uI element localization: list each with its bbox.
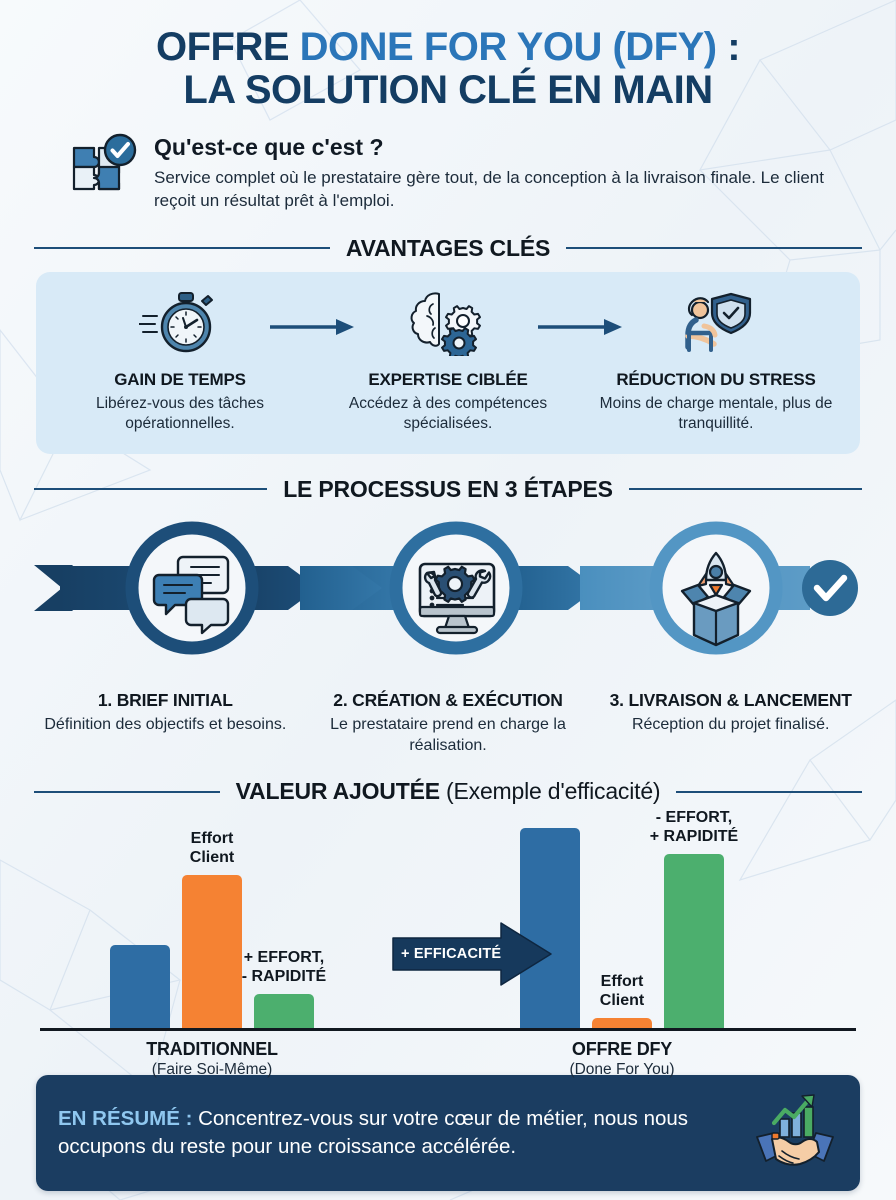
chart-bar-label: - EFFORT, + RAPIDITÉ [649, 808, 739, 845]
advantage-name: GAIN DE TEMPS [114, 369, 246, 389]
relaxed-person-shield-icon [685, 292, 752, 352]
chart-bar [664, 854, 724, 1032]
divider-left [34, 247, 330, 250]
what-is-it-body: Service complet où le prestataire gère t… [154, 168, 824, 210]
efficacite-arrow-label: + EFFICACITÉ [401, 946, 502, 963]
value-title-light: (Exemple d'efficacité) [439, 778, 661, 805]
advantages-title: AVANTAGES CLÉS [345, 234, 551, 261]
process-diagram [0, 513, 896, 698]
advantage-name: RÉDUCTION DU STRESS [616, 369, 816, 389]
advantages-section-header: AVANTAGES CLÉS [0, 235, 896, 262]
chart-bar [254, 994, 314, 1032]
value-title: VALEUR AJOUTÉE (Exemple d'efficacité) [236, 778, 661, 805]
title-part-offre: OFFRE [155, 25, 300, 69]
process-step-3: 3. LIVRAISON & LANCEMENT Réception du pr… [589, 690, 872, 757]
advantage-desc: Moins de charge mentale, plus de tranqui… [599, 394, 833, 432]
title-line-2: LA SOLUTION CLÉ EN MAIN [183, 68, 713, 113]
divider-left [34, 488, 268, 491]
process-step-labels: 1. BRIEF INITIAL Définition des objectif… [0, 690, 896, 757]
title-part-dfy: DONE FOR YOU (DFY) [299, 25, 717, 69]
value-bar-chart: Effort Client + EFFORT, - RAPIDITÉ TRADITION… [18, 809, 878, 1078]
divider-right [676, 790, 862, 793]
process-step-2: 2. CRÉATION & EXÉCUTION Le prestataire p… [307, 690, 590, 757]
title-part-colon: : [716, 25, 741, 69]
handshake-growth-icon [756, 1094, 834, 1167]
advantage-card-gain-de-temps: GAIN DE TEMPS Libérez-vous des tâches op… [46, 290, 314, 434]
value-section-header: VALEUR AJOUTÉE (Exemple d'efficacité) [0, 778, 896, 805]
divider-right [566, 247, 862, 250]
what-is-it-block: Qu'est-ce que c'est ? Service complet où… [0, 116, 896, 212]
chart-bar [110, 945, 170, 1032]
chart-group-label: TRADITIONNEL (Faire Soi-Même) [146, 1039, 278, 1079]
divider-left [34, 790, 220, 793]
chart-bar-label: + EFFORT, - RAPIDITÉ [241, 948, 327, 985]
process-section-header: LE PROCESSUS EN 3 ÉTAPES [0, 476, 896, 503]
what-is-it-heading: Qu'est-ce que c'est ? [154, 134, 384, 161]
chart-axis-line [40, 1028, 856, 1032]
process-title: LE PROCESSUS EN 3 ÉTAPES [283, 475, 613, 502]
efficacite-arrow: + EFFICACITÉ [391, 921, 553, 987]
advantage-desc: Libérez-vous des tâches opérationnelles. [95, 394, 264, 432]
arrow-right-icon [538, 318, 622, 335]
advantage-card-expertise-ciblee: EXPERTISE CIBLÉE Accédez à des compétenc… [314, 290, 582, 434]
advantage-name: EXPERTISE CIBLÉE [368, 369, 528, 389]
process-step-desc: Définition des objectifs et besoins. [44, 715, 287, 733]
process-step-desc: Le prestataire prend en charge la réalis… [330, 715, 566, 754]
process-step-1: 1. BRIEF INITIAL Définition des objectif… [24, 690, 307, 757]
value-title-bold: VALEUR AJOUTÉE [235, 778, 440, 805]
chart-bar-label: Effort Client [599, 972, 645, 1009]
advantage-card-reduction-du-stress: RÉDUCTION DU STRESS Moins de charge ment… [582, 290, 850, 434]
summary-icon-wrap [752, 1093, 838, 1173]
process-flow [34, 521, 858, 655]
divider-right [628, 488, 863, 491]
check-circle-icon [802, 559, 858, 616]
summary-text: EN RÉSUMÉ : Concentrez-vous sur votre cœ… [58, 1105, 740, 1162]
arrow-right-icon [270, 318, 354, 335]
summary-keyword: EN RÉSUMÉ : [58, 1107, 193, 1131]
chart-bar-label: Effort Client [189, 829, 235, 866]
advantage-desc: Accédez à des compétences spécialisées. [348, 394, 548, 432]
brain-gears-icon [410, 292, 481, 356]
puzzle-check-icon [72, 134, 137, 191]
advantages-panel: GAIN DE TEMPS Libérez-vous des tâches op… [36, 271, 860, 454]
chart-group-label: OFFRE DFY (Done For You) [569, 1039, 675, 1079]
stopwatch-icon [139, 291, 213, 352]
summary-banner: EN RÉSUMÉ : Concentrez-vous sur votre cœ… [36, 1075, 860, 1192]
page-title: OFFRE DONE FOR YOU (DFY) : LA SOLUTION C… [0, 0, 896, 116]
process-step-desc: Réception du projet finalisé. [631, 715, 830, 733]
